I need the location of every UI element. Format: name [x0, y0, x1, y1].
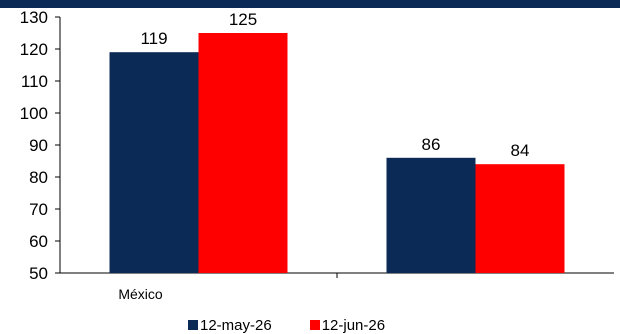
legend-label-series-2: 12-jun-26: [321, 316, 386, 334]
y-tick-label: 70: [29, 200, 48, 219]
x-category-label: México: [118, 286, 163, 302]
bar-series-2: [475, 164, 565, 273]
bar-chart: 50 60 70 80 90 100 110 120 130 119 125 México 86 84: [20, 8, 614, 302]
y-tick-label: 120: [20, 40, 48, 59]
bar-data-label: 125: [229, 10, 257, 29]
bar-series-1: [386, 157, 476, 273]
legend-swatch-series-2: [309, 320, 320, 330]
legend: 12-may-26 12-jun-26: [188, 316, 423, 334]
bar-data-label: 119: [140, 29, 167, 48]
y-tick-label: 90: [29, 136, 48, 155]
y-tick-label: 60: [29, 232, 48, 251]
legend-item-series-1: 12-may-26: [188, 317, 272, 334]
bar-data-label: 84: [511, 141, 530, 160]
legend-swatch-series-1: [188, 320, 198, 330]
bar-series-2: [198, 33, 288, 273]
legend-label-series-1: 12-may-26: [200, 316, 272, 334]
y-tick-label: 130: [20, 8, 48, 27]
y-tick-label: 50: [29, 264, 48, 283]
y-tick-label: 80: [29, 168, 48, 187]
bar-data-label: 86: [422, 135, 441, 154]
bar-series-1: [109, 52, 199, 274]
legend-item-series-2: 12-jun-26: [309, 316, 386, 334]
header-band: [0, 0, 620, 8]
y-tick-label: 100: [20, 104, 48, 123]
y-tick-label: 110: [21, 72, 48, 91]
